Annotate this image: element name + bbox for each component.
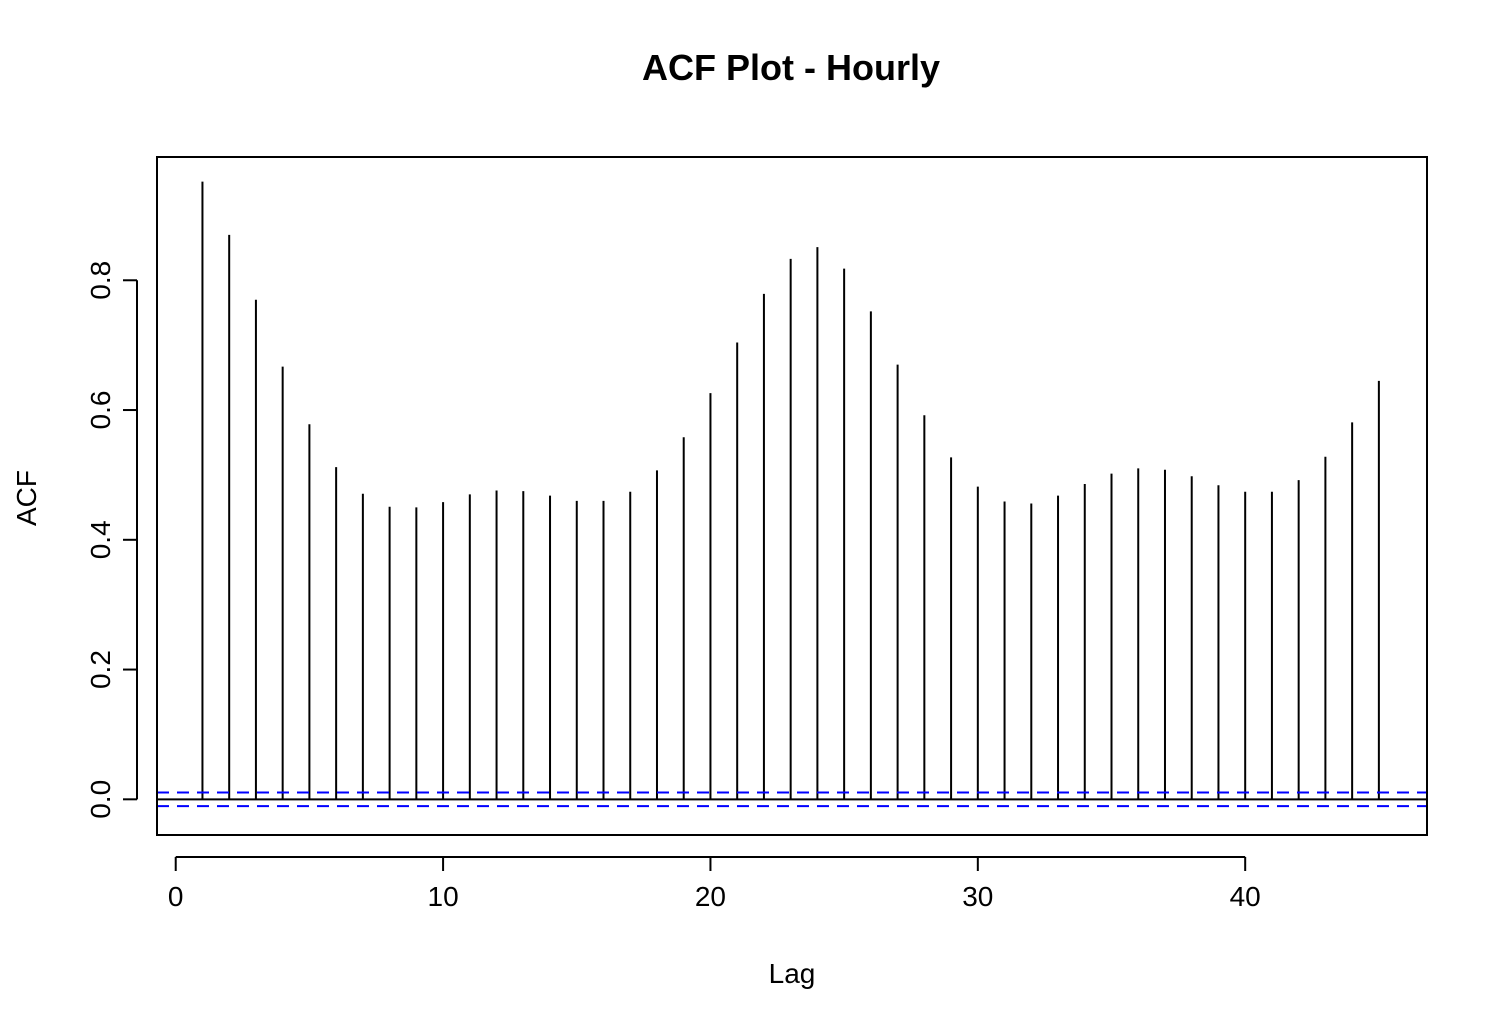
y-tick-label-1: 0.2 (85, 650, 116, 689)
y-tick-label-2: 0.4 (85, 520, 116, 559)
confidence-bounds (157, 791, 1427, 808)
y-axis-label: ACF (11, 470, 42, 526)
y-tick-label-3: 0.6 (85, 391, 116, 430)
x-tick-label-10: 10 (428, 881, 459, 912)
y-tick-label-4: 0.8 (85, 261, 116, 300)
y-axis: 0.0 0.2 0.4 0.6 0.8 (85, 261, 138, 819)
x-axis-label: Lag (769, 958, 816, 989)
x-tick-label-0: 0 (168, 881, 184, 912)
acf-bars (201, 181, 1380, 800)
x-tick-label-40: 40 (1230, 881, 1261, 912)
plot-frame (156, 156, 1428, 836)
x-tick-label-20: 20 (695, 881, 726, 912)
x-tick-label-30: 30 (962, 881, 993, 912)
x-axis: 0 10 20 30 40 (168, 856, 1261, 912)
y-tick-label-0: 0.0 (85, 780, 116, 819)
chart-title: ACF Plot - Hourly (642, 47, 940, 88)
